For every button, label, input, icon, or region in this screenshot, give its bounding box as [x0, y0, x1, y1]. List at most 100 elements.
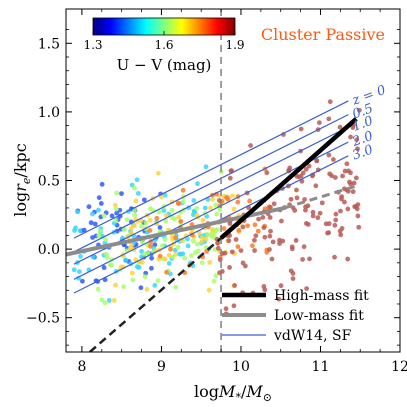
data-point [342, 199, 347, 205]
data-point [148, 243, 153, 249]
y-tick-label: 0.5 [38, 174, 60, 190]
data-point [194, 205, 200, 211]
data-point [92, 221, 98, 227]
data-point [345, 206, 351, 212]
colorbar-tick-label: 1.3 [83, 38, 102, 52]
data-point [264, 170, 270, 176]
data-point [172, 216, 178, 222]
data-point [300, 170, 306, 176]
data-point [251, 237, 257, 243]
data-point [350, 189, 356, 195]
data-point [161, 208, 167, 213]
data-point [310, 209, 316, 215]
x-tick-label: 10 [232, 359, 250, 375]
data-point [71, 267, 77, 273]
data-point [194, 241, 200, 247]
legend: High-mass fit Low-mass fit vdW14, SF [222, 288, 369, 344]
data-point [95, 286, 101, 292]
data-point [97, 228, 103, 234]
data-point [304, 286, 310, 291]
data-point [208, 205, 213, 211]
data-point [300, 257, 306, 262]
colorbar-tick-label: 1.6 [154, 38, 173, 52]
data-point [73, 225, 78, 231]
data-point [262, 234, 268, 240]
data-point [252, 222, 258, 228]
data-point [123, 258, 129, 263]
data-point [139, 223, 144, 229]
data-point [147, 228, 153, 233]
data-point [347, 179, 352, 185]
data-point [142, 274, 148, 280]
data-point [278, 218, 284, 224]
data-point [157, 225, 163, 230]
data-point [268, 228, 273, 234]
data-point [128, 230, 134, 236]
data-point [303, 207, 308, 213]
data-point [245, 223, 251, 229]
data-point [139, 248, 144, 254]
data-point [231, 303, 237, 309]
data-point [103, 237, 108, 243]
data-point [121, 284, 127, 290]
data-point [172, 247, 178, 253]
data-point [80, 278, 85, 284]
data-point [224, 195, 229, 200]
colorbar-tick-label: 1.9 [225, 38, 244, 52]
data-point [143, 220, 149, 226]
data-point [306, 163, 312, 169]
data-point [351, 180, 357, 186]
data-point [193, 250, 198, 255]
data-point [204, 248, 210, 254]
data-point [162, 256, 168, 262]
data-point [133, 198, 139, 204]
data-point [229, 249, 235, 255]
data-point [134, 177, 140, 183]
data-point [160, 243, 165, 249]
data-point [78, 253, 83, 259]
legend-label: vdW14, SF [273, 328, 352, 344]
data-point [96, 195, 102, 201]
x-tick-label: 9 [157, 359, 166, 375]
legend-label: High-mass fit [274, 288, 369, 304]
data-point [149, 255, 154, 261]
data-point [298, 126, 304, 132]
data-point [356, 224, 362, 230]
data-point [111, 298, 117, 303]
data-point [338, 232, 344, 238]
x-axis-ticks: 8 9 10 11 12 [77, 9, 407, 375]
data-point [139, 239, 145, 245]
data-point [129, 242, 134, 248]
data-point [166, 261, 172, 266]
data-point [290, 276, 296, 282]
y-tick-label: 1.5 [38, 36, 60, 52]
data-point [176, 214, 182, 220]
data-point [326, 152, 332, 158]
data-point [77, 269, 82, 275]
data-point [203, 236, 209, 242]
redshift-label: 3.0 [351, 142, 376, 163]
data-point [210, 228, 215, 233]
data-point [231, 206, 237, 212]
data-point [235, 244, 241, 250]
y-axis-ticks: −0.50.00.51.01.5 [26, 29, 400, 346]
data-point [252, 248, 257, 253]
data-point [162, 192, 168, 198]
data-point [248, 143, 253, 148]
y-tick-label: −0.5 [26, 311, 60, 327]
data-point [261, 225, 267, 230]
data-point [227, 265, 232, 270]
data-point [205, 232, 210, 238]
data-point [330, 157, 336, 162]
y-tick-label: 0.0 [38, 242, 60, 258]
data-point [235, 199, 241, 205]
redshift-label: 2.0 [350, 129, 376, 151]
data-point [223, 306, 229, 312]
data-point [332, 254, 337, 260]
data-point [236, 227, 242, 233]
data-point [144, 287, 150, 292]
data-point [340, 173, 345, 179]
data-point [337, 228, 343, 234]
data-point [173, 252, 178, 257]
data-point [353, 204, 359, 209]
